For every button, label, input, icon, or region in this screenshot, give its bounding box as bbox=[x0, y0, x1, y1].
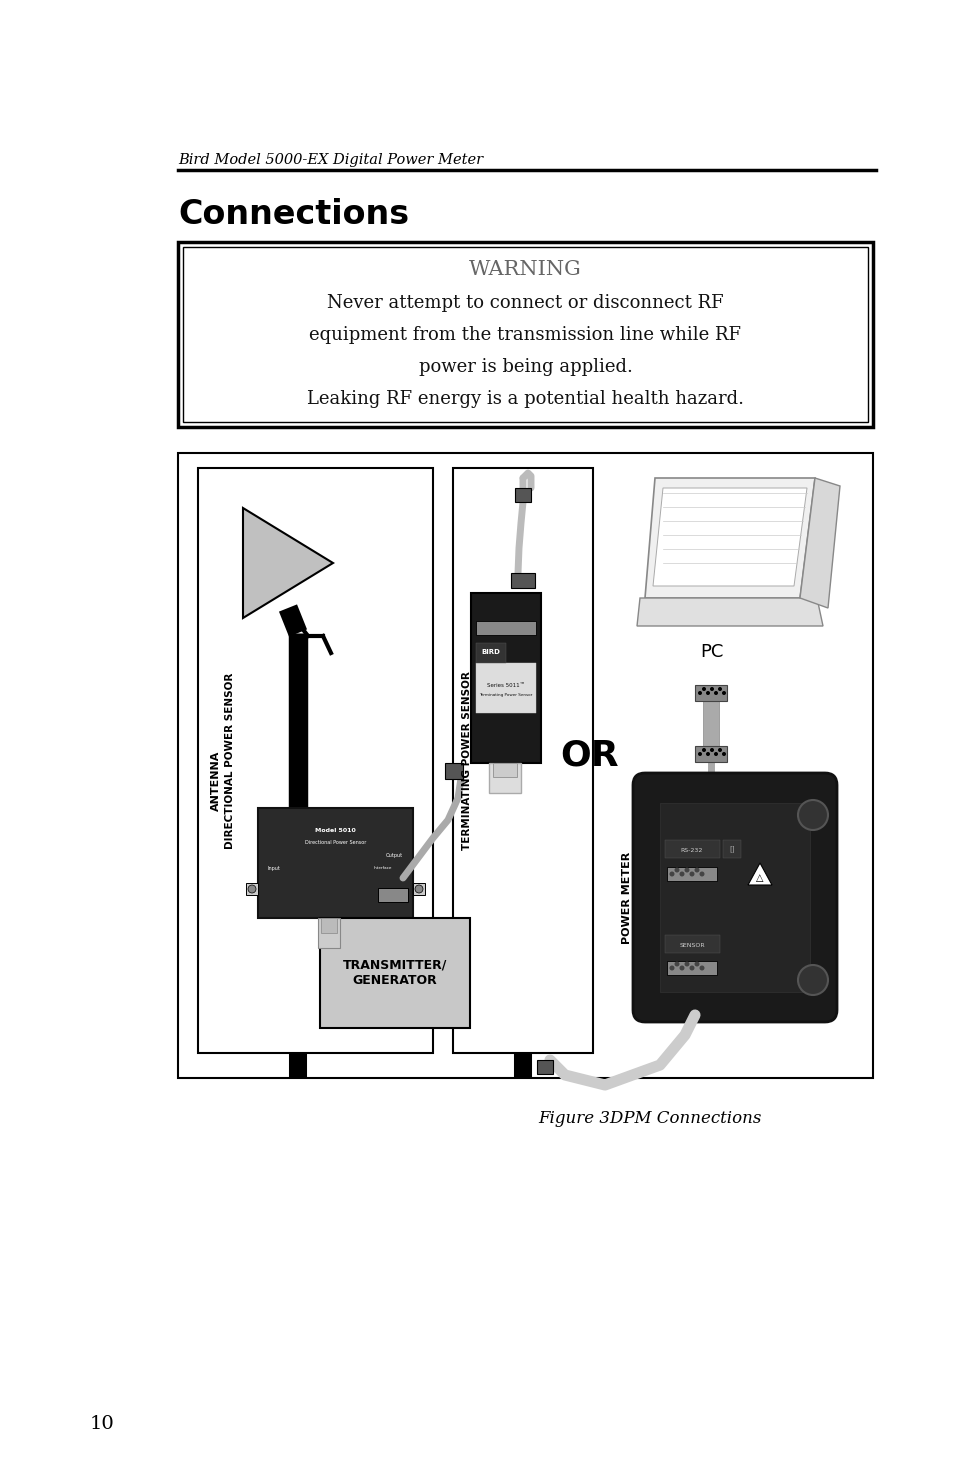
Circle shape bbox=[698, 752, 701, 757]
Bar bbox=[257, 808, 413, 917]
Circle shape bbox=[701, 748, 705, 752]
Bar bbox=[476, 662, 536, 712]
Circle shape bbox=[709, 748, 713, 752]
FancyBboxPatch shape bbox=[633, 773, 836, 1022]
Bar bbox=[666, 962, 717, 975]
Bar bbox=[320, 917, 336, 934]
Circle shape bbox=[713, 752, 718, 757]
Text: 10: 10 bbox=[90, 1415, 114, 1434]
Bar bbox=[246, 884, 257, 895]
Circle shape bbox=[713, 690, 718, 695]
Bar bbox=[178, 453, 872, 1078]
Bar bbox=[198, 468, 433, 1053]
Circle shape bbox=[699, 966, 703, 971]
Circle shape bbox=[718, 687, 721, 690]
Bar bbox=[413, 884, 424, 895]
Bar bbox=[444, 763, 462, 779]
Circle shape bbox=[709, 687, 713, 690]
Circle shape bbox=[694, 867, 699, 873]
Circle shape bbox=[415, 885, 422, 892]
Text: SENSOR: SENSOR bbox=[679, 943, 704, 948]
Text: Input: Input bbox=[268, 866, 280, 872]
Circle shape bbox=[701, 687, 705, 690]
Circle shape bbox=[679, 966, 684, 971]
Circle shape bbox=[705, 690, 709, 695]
Text: DIRECTIONAL POWER SENSOR: DIRECTIONAL POWER SENSOR bbox=[225, 673, 234, 848]
Text: Connections: Connections bbox=[178, 198, 409, 232]
Circle shape bbox=[679, 872, 684, 876]
Text: Never attempt to connect or disconnect RF: Never attempt to connect or disconnect R… bbox=[327, 294, 723, 313]
Text: power is being applied.: power is being applied. bbox=[418, 358, 632, 376]
Circle shape bbox=[674, 867, 679, 873]
Text: TRANSMITTER/
GENERATOR: TRANSMITTER/ GENERATOR bbox=[342, 959, 447, 987]
Circle shape bbox=[699, 872, 703, 876]
Bar bbox=[476, 621, 536, 636]
Polygon shape bbox=[637, 597, 822, 625]
Polygon shape bbox=[644, 478, 814, 597]
Polygon shape bbox=[747, 863, 771, 885]
Circle shape bbox=[248, 885, 255, 892]
Polygon shape bbox=[243, 507, 333, 618]
Text: equipment from the transmission line while RF: equipment from the transmission line whi… bbox=[309, 326, 740, 344]
Text: △: △ bbox=[756, 873, 763, 884]
Circle shape bbox=[694, 962, 699, 966]
Text: PC: PC bbox=[700, 643, 722, 661]
Bar bbox=[183, 246, 867, 422]
Bar bbox=[695, 684, 726, 701]
Bar bbox=[317, 917, 339, 948]
Bar bbox=[702, 701, 719, 746]
Text: Output: Output bbox=[385, 853, 402, 858]
Circle shape bbox=[674, 962, 679, 966]
Text: Leaking RF energy is a potential health hazard.: Leaking RF energy is a potential health … bbox=[307, 389, 743, 409]
Bar bbox=[453, 468, 593, 1053]
Circle shape bbox=[689, 966, 694, 971]
Circle shape bbox=[705, 752, 709, 757]
Bar bbox=[493, 763, 517, 777]
Bar bbox=[664, 839, 720, 858]
Circle shape bbox=[684, 867, 689, 873]
Bar bbox=[511, 572, 535, 589]
Circle shape bbox=[669, 966, 674, 971]
Text: Figure 3DPM Connections: Figure 3DPM Connections bbox=[537, 1111, 760, 1127]
Bar bbox=[319, 917, 470, 1028]
Text: OR: OR bbox=[560, 738, 618, 771]
Bar bbox=[664, 935, 720, 953]
Circle shape bbox=[669, 872, 674, 876]
Circle shape bbox=[689, 872, 694, 876]
Polygon shape bbox=[652, 488, 806, 586]
Text: []: [] bbox=[728, 845, 734, 853]
Text: Series 5011™: Series 5011™ bbox=[486, 683, 524, 687]
Bar bbox=[377, 888, 408, 903]
Bar bbox=[722, 839, 740, 858]
Circle shape bbox=[721, 752, 725, 757]
Bar bbox=[666, 867, 717, 881]
Bar bbox=[659, 802, 809, 993]
Circle shape bbox=[698, 690, 701, 695]
Bar bbox=[515, 488, 531, 502]
Text: Terminating Power Sensor: Terminating Power Sensor bbox=[478, 693, 532, 698]
Bar bbox=[178, 242, 872, 426]
Text: WARNING: WARNING bbox=[469, 260, 581, 279]
Text: TERMINATING POWER SENSOR: TERMINATING POWER SENSOR bbox=[461, 671, 472, 850]
Text: POWER METER: POWER METER bbox=[621, 851, 631, 944]
Polygon shape bbox=[800, 478, 840, 608]
Text: ANTENNA: ANTENNA bbox=[211, 751, 221, 811]
Text: RS-232: RS-232 bbox=[680, 848, 702, 853]
Bar bbox=[537, 1061, 553, 1074]
Text: Directional Power Sensor: Directional Power Sensor bbox=[305, 839, 366, 845]
Circle shape bbox=[797, 965, 827, 996]
Circle shape bbox=[797, 799, 827, 830]
Text: Model 5010: Model 5010 bbox=[314, 827, 355, 833]
Circle shape bbox=[718, 748, 721, 752]
Bar bbox=[489, 763, 520, 794]
Text: BIRD: BIRD bbox=[481, 649, 500, 655]
Circle shape bbox=[684, 962, 689, 966]
Circle shape bbox=[721, 690, 725, 695]
Text: Interface: Interface bbox=[374, 866, 392, 870]
Bar bbox=[695, 746, 726, 763]
Bar bbox=[471, 593, 540, 763]
Bar bbox=[476, 643, 505, 662]
Text: Bird Model 5000-EX Digital Power Meter: Bird Model 5000-EX Digital Power Meter bbox=[178, 153, 482, 167]
